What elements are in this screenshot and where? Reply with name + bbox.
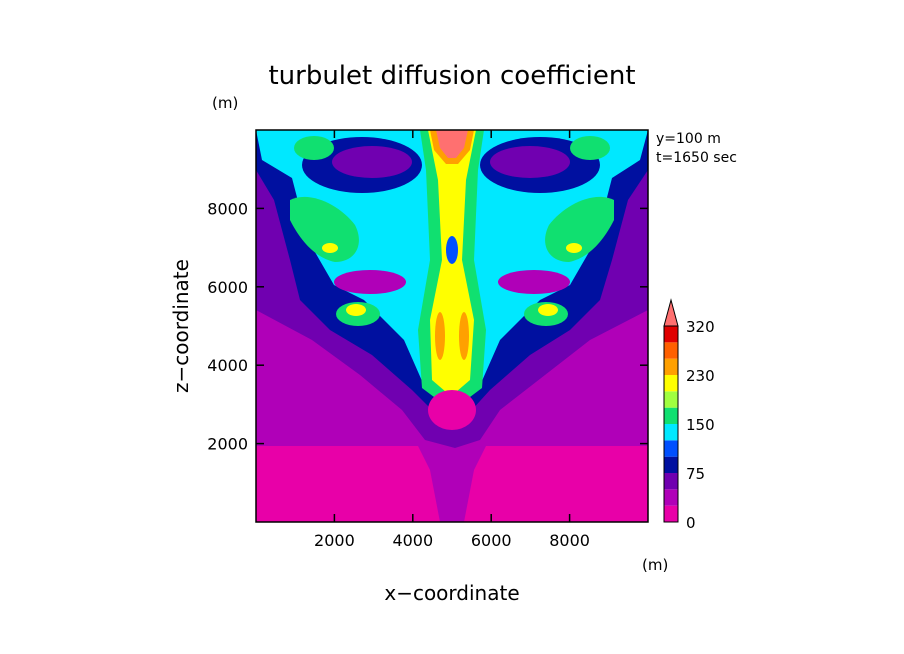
field-column-orange-right [459,312,469,360]
plot-area [256,130,648,522]
colorbar-segment [664,391,678,408]
field-green-right [545,196,614,262]
colorbar-segment [664,342,678,359]
annotation-t: t=1650 sec [656,150,737,166]
colorbar-segment [664,456,678,473]
field-stem [418,446,486,522]
y-axis-label: z−coordinate [169,259,193,393]
x-tick-label: 2000 [314,531,355,550]
x-tick-label: 6000 [471,531,512,550]
colorbar-segment [664,407,678,424]
colorbar-segment [664,358,678,375]
plot-frame [255,129,649,523]
field-pocket-left-core [332,146,412,178]
colorbar-tick-label: 75 [686,465,705,483]
x-tick-label: 8000 [549,531,590,550]
x-axis-label: x−coordinate [384,581,519,605]
colorbar-tick-label: 150 [686,416,715,434]
colorbar-segment [664,326,678,343]
field-yellow-left-arm [346,304,366,316]
y-axis: 2000 4000 6000 8000 [207,199,648,454]
colorbar-segment [664,473,678,490]
colorbar-segment [664,375,678,392]
colorbar-segment [664,440,678,457]
y-tick-label: 8000 [207,199,248,218]
chart-title: turbulet diffusion coefficient [268,61,635,91]
field-column-orange-left [435,312,445,360]
field-green-left [290,196,359,262]
x-tick-label: 4000 [392,531,433,550]
y-tick-label: 4000 [207,356,248,375]
colorbar: 0 75 150 230 320 [663,298,715,532]
field-yellow-right-arm [538,304,558,316]
field-peak-core [436,130,468,158]
colorbar-extend-arrow [663,298,679,327]
x-unit-label: (m) [642,556,668,574]
field-green-left-top [294,136,334,160]
field-pocket-right-core [490,146,570,178]
field-column-blue [446,236,458,264]
field-lobe-right [498,270,570,294]
field-lobe-left [334,270,406,294]
y-tick-label: 6000 [207,278,248,297]
colorbar-segment [664,505,678,522]
colorbar-segment [664,489,678,506]
x-axis: 2000 4000 6000 8000 [314,130,590,550]
annotation-y: y=100 m [656,131,721,147]
field-yellow-left [322,243,338,253]
colorbar-frame [663,325,679,523]
field-green-right-top [570,136,610,160]
y-tick-label: 2000 [207,435,248,454]
field-yellow-right [566,243,582,253]
y-unit-label: (m) [212,94,238,112]
colorbar-segment [664,424,678,441]
colorbar-tick-label: 0 [686,514,696,532]
field-column-base [428,390,476,430]
colorbar-tick-label: 230 [686,367,715,385]
colorbar-tick-label: 320 [686,318,715,336]
